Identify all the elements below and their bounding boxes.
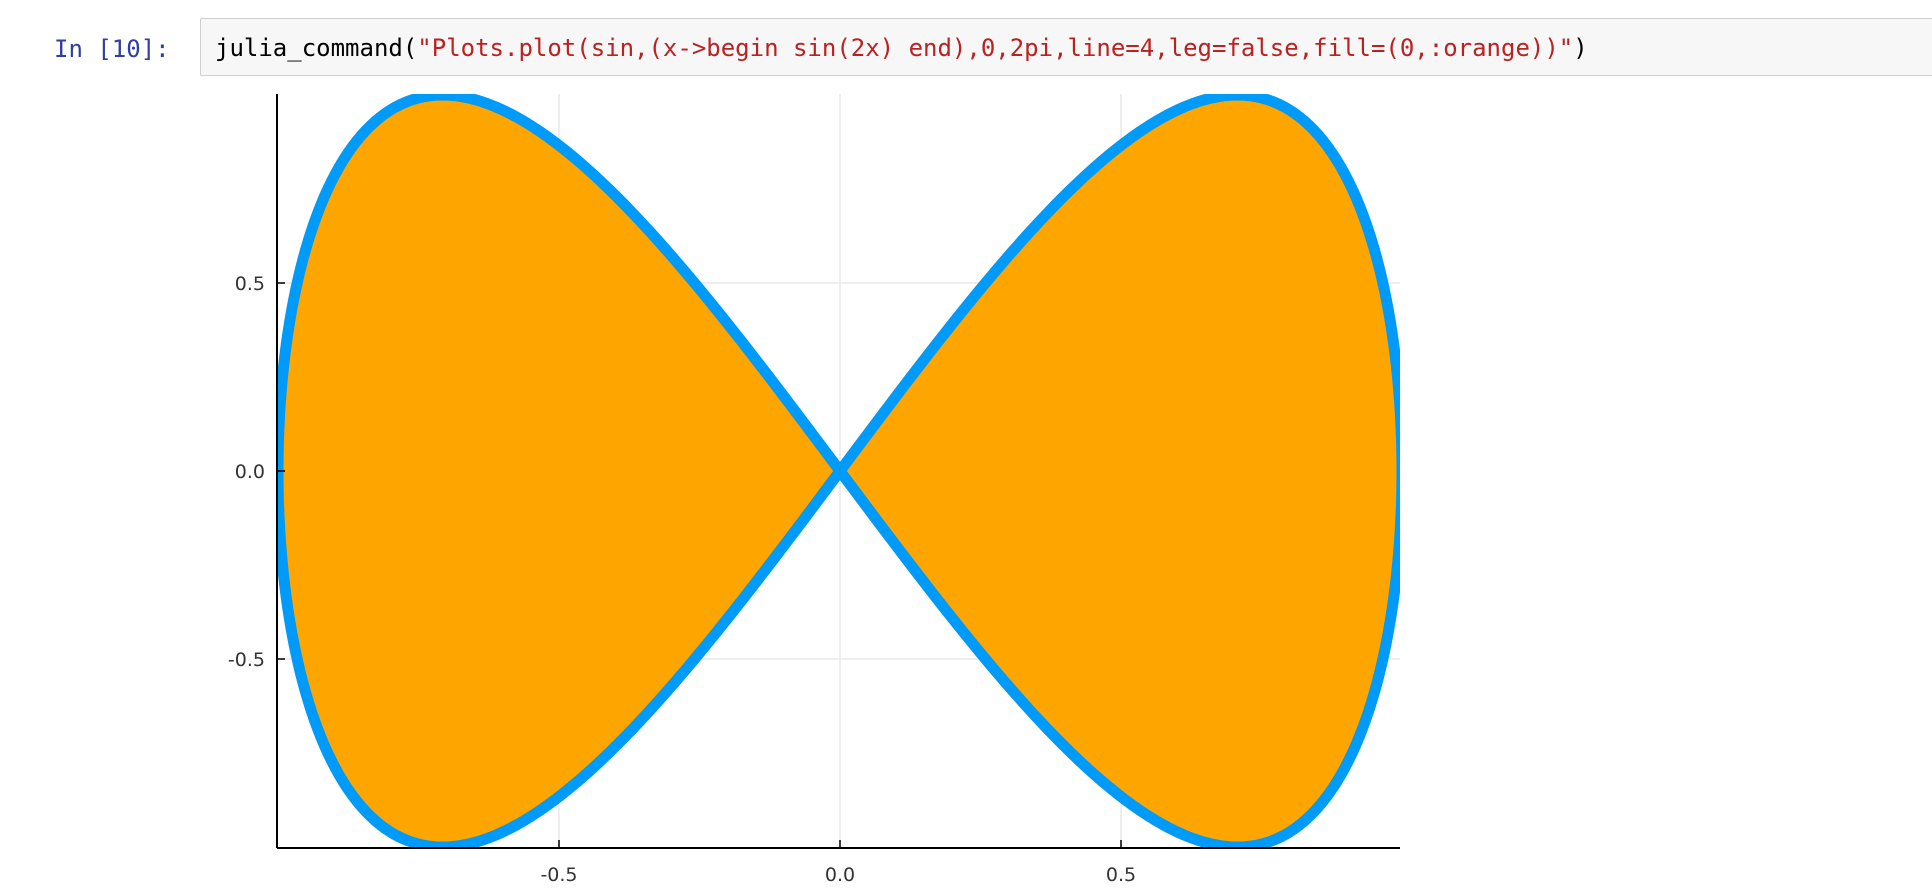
code-input[interactable]: julia_command("Plots.plot(sin,(x->begin … [200, 18, 1932, 76]
cell-output: -0.5 0.0 0.5 0.5 0.0 -0.5 [200, 88, 1400, 896]
code-closing-paren: ) [1573, 34, 1588, 62]
y-tick-label: 0.0 [235, 461, 265, 483]
code-string: "Plots.plot(sin,(x->begin sin(2x) end),0… [417, 34, 1574, 62]
plot-ticks: -0.5 0.0 0.5 0.5 0.0 -0.5 [228, 273, 1136, 886]
y-tick-label: 0.5 [235, 273, 265, 295]
code-line: julia_command("Plots.plot(sin,(x->begin … [215, 33, 1588, 63]
x-tick-label: 0.5 [1106, 864, 1136, 886]
code-function-call: julia_command( [215, 34, 418, 62]
plot-figure: -0.5 0.0 0.5 0.5 0.0 -0.5 [228, 94, 1400, 886]
y-tick-label: -0.5 [228, 649, 265, 671]
series-line [277, 94, 1400, 848]
input-prompt: In [10]: [54, 35, 170, 63]
x-tick-label: 0.0 [825, 864, 855, 886]
x-tick-label: -0.5 [540, 864, 577, 886]
